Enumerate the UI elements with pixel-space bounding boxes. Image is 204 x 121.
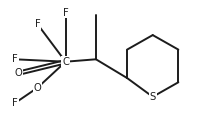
Text: F: F xyxy=(12,54,18,64)
Text: F: F xyxy=(12,98,18,108)
Text: F: F xyxy=(34,19,40,29)
Text: F: F xyxy=(62,8,68,18)
Text: O: O xyxy=(33,83,41,93)
Text: O: O xyxy=(14,68,22,78)
Text: S: S xyxy=(149,92,155,102)
Text: C: C xyxy=(62,57,69,67)
